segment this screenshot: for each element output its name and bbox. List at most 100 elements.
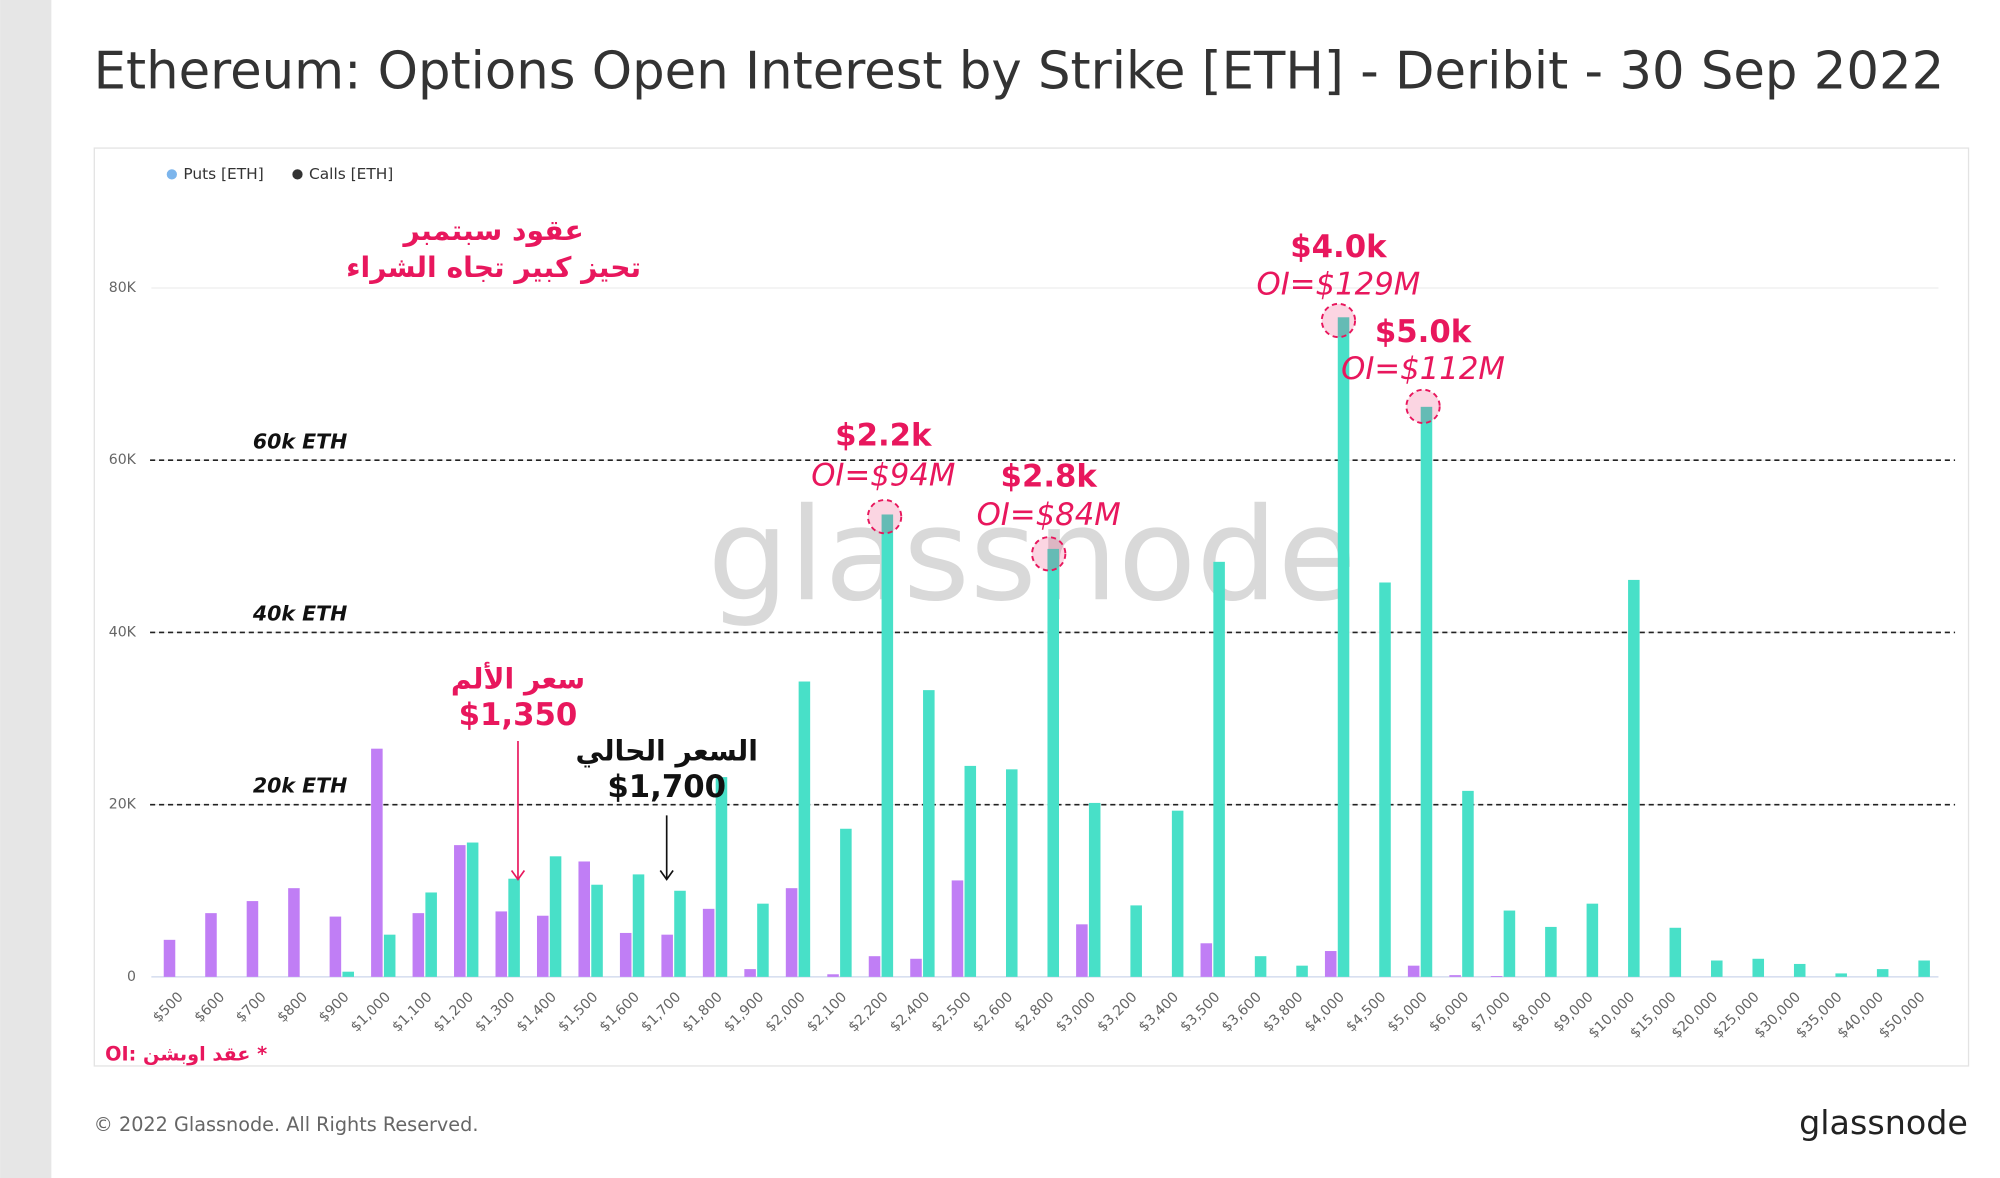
legend-label: Puts [ETH] [183,165,263,183]
bar [1628,579,1640,977]
legend-marker [292,169,303,180]
bar [1076,924,1088,977]
bar [881,514,894,977]
bar [798,681,811,977]
x-tick-label: $1,900 [721,989,767,1035]
annotation: $1,700 [607,769,726,805]
y-tick-label: 20K [109,797,137,813]
bar [1420,406,1433,977]
bar [702,908,715,977]
annotation: $4.0k [1290,229,1388,265]
annotation: $2.2k [835,418,933,454]
watermark: glassnode [708,481,1357,630]
annotation: عقود سبتمبر [402,214,584,247]
bar [1503,910,1516,977]
bar [454,845,466,977]
x-tick-label: $50,000 [1876,989,1929,1042]
x-tick-label: $1,800 [680,989,726,1035]
annotation: تحيز كبير تجاه الشراء [346,251,641,284]
x-tick-label: $800 [274,989,311,1026]
annotation: OI=$129M [1257,266,1421,302]
x-tick-label: $1,000 [348,989,394,1035]
chart-frame [93,147,1970,1067]
bar [1005,769,1018,977]
bar [288,888,300,977]
bar [619,932,632,977]
bar [1449,975,1461,977]
x-tick-label: $3,400 [1136,989,1182,1035]
bar [495,911,508,977]
bar [1669,927,1682,977]
x-tick-label: $8,000 [1509,989,1555,1035]
y-tick-label: 80K [109,280,137,296]
x-tick-label: $900 [316,989,353,1026]
bar [1407,965,1420,977]
bar [757,903,769,977]
bar [840,828,852,977]
x-tick-label: $3,200 [1094,989,1140,1035]
bar [591,884,603,977]
bar [827,974,839,977]
x-tick-label: $3,800 [1260,989,1306,1035]
bar [1918,960,1930,977]
highlight-circle [1320,302,1357,339]
x-tick-label: $700 [233,989,270,1026]
reference-label: 20k ETH [253,774,347,798]
bar [466,842,479,977]
annotation: السعر الحالي [575,735,757,768]
x-tick-label: $1,400 [514,989,560,1035]
highlight-circle [866,499,903,535]
reference-label: 40k ETH [252,601,347,625]
x-tick-label: $2,500 [928,989,974,1035]
y-tick-label: 60K [109,452,137,468]
bar [1835,973,1847,977]
bar [1490,975,1503,977]
highlight-circle [1405,388,1441,425]
x-tick-label: $4,000 [1302,989,1348,1035]
bar [1213,561,1225,977]
bar [1462,790,1474,977]
arrow-head [659,869,674,881]
bar [412,913,425,977]
highlight-circle [1031,536,1067,572]
arrow-head [510,869,526,881]
side-strip [0,0,52,1178]
x-tick-label: $5,000 [1385,989,1431,1035]
chart-title: Ethereum: Options Open Interest by Strik… [94,41,1945,101]
bar [508,878,520,977]
bar [632,874,645,977]
reference-label: 60k ETH [253,429,347,453]
bar [371,748,383,977]
x-tick-label: $3,500 [1177,989,1223,1035]
x-tick-label: $2,400 [887,989,933,1035]
y-tick-label: 40K [109,624,137,640]
bar [1711,960,1723,977]
x-tick-label: $1,200 [431,989,477,1035]
bar [163,939,176,977]
logo: glassnode [1799,1103,1968,1142]
x-tick-label: $600 [191,989,228,1026]
bar [964,765,977,977]
bar [1876,969,1889,977]
x-tick-label: $2,800 [1011,989,1057,1035]
bar [1379,582,1391,977]
x-tick-label: $2,600 [970,989,1016,1035]
bar [536,915,549,977]
bar [205,913,217,977]
bar [785,888,798,977]
x-tick-label: $3,600 [1219,989,1265,1035]
bar [1586,903,1599,977]
bar [1793,963,1806,977]
bar [1130,905,1142,977]
bar [329,916,342,977]
bar [549,856,562,977]
bar [868,956,881,977]
bar [1296,965,1308,977]
x-tick-label: $1,100 [389,989,435,1035]
x-tick-label: $2,000 [763,989,809,1035]
bar [1337,317,1350,977]
bar [661,934,673,977]
footnote: OI: عقد اوبشن * [105,1043,267,1066]
